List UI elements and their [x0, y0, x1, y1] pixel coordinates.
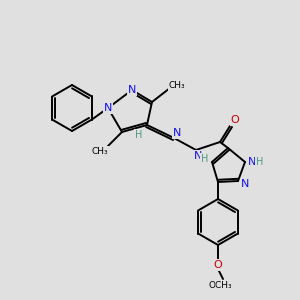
Text: N: N — [248, 157, 256, 167]
Text: N: N — [104, 103, 112, 113]
Text: N: N — [241, 179, 249, 189]
Text: O: O — [214, 260, 222, 270]
Text: H: H — [201, 154, 209, 164]
Text: CH₃: CH₃ — [92, 146, 108, 155]
Text: OCH₃: OCH₃ — [208, 280, 232, 290]
Text: N: N — [128, 85, 136, 95]
Text: CH₃: CH₃ — [169, 82, 185, 91]
Text: N: N — [173, 128, 181, 138]
Text: H: H — [135, 130, 143, 140]
Text: H: H — [256, 157, 264, 167]
Text: O: O — [231, 115, 239, 125]
Text: N: N — [194, 151, 202, 161]
